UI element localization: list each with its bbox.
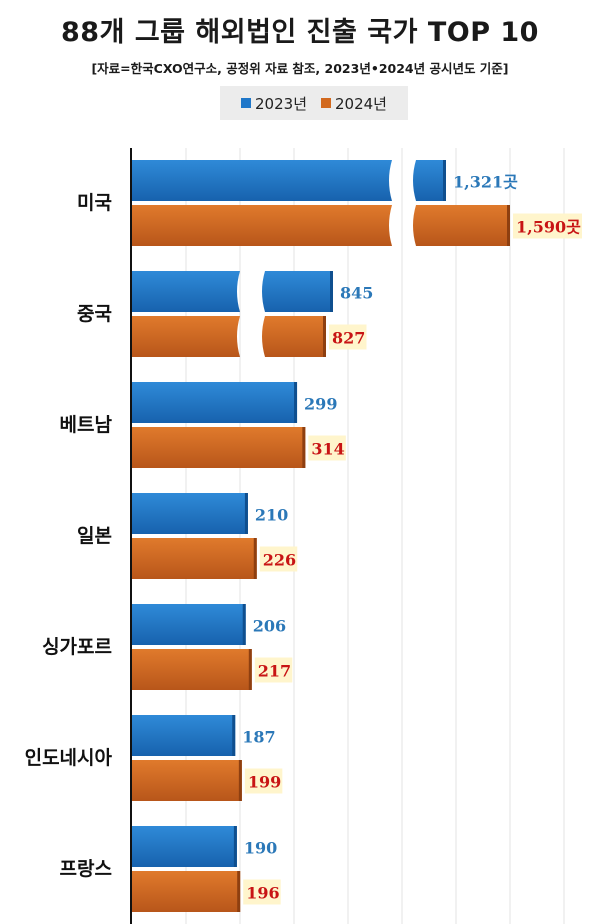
chart-legend: 2023년 2024년 [220,86,408,120]
data-label-2024: 1,590곳 [516,218,581,237]
bar-2023 [132,382,298,423]
data-label-bg-2024 [243,879,281,905]
data-label-2023: 206 [253,617,286,636]
data-label-2024: 196 [246,884,279,903]
legend-item-2023: 2023년 [241,93,307,114]
category-label: 인도네시아 [25,747,113,769]
bar-2024 [132,427,306,468]
bar-2024 [132,316,326,357]
data-label-bg-2024 [259,546,298,572]
legend-item-2024: 2024년 [321,93,387,114]
bar-2023 [132,604,246,645]
bar-2024 [132,760,242,801]
legend-label-2024: 2024년 [335,94,387,113]
data-label-2023: 1,321곳 [453,173,518,192]
data-label-2023: 845 [340,284,373,303]
data-label-bg-2024 [308,435,346,461]
category-label: 일본 [77,525,112,547]
bar-2023 [132,271,333,312]
data-label-2024: 226 [263,551,296,570]
bar-2023 [132,826,237,867]
legend-swatch-2023 [241,98,252,108]
chart-title: 88개 그룹 해외법인 진출 국가 TOP 10 [61,17,539,48]
data-label-2023: 210 [255,506,288,525]
chart-subtitle: [자료=한국CXO연구소, 공정위 자료 참조, 2023년•2024년 공시년… [91,61,509,76]
data-label-2023: 187 [242,728,275,747]
category-label: 프랑스 [60,858,112,880]
data-label-bg-2024 [329,324,367,350]
category-label: 미국 [77,192,112,214]
data-label-2024: 827 [332,329,365,348]
data-label-bg-2024 [254,657,293,683]
data-label-2023: 299 [304,395,337,414]
legend-label-2023: 2023년 [255,94,307,113]
data-label-2024: 199 [248,773,281,792]
category-label: 베트남 [60,414,113,436]
data-label-2023: 190 [244,839,277,858]
bar-2023 [132,493,248,534]
data-label-bg-2024 [244,768,283,794]
bar-2023 [132,160,446,201]
data-label-2024: 217 [258,662,291,681]
data-label-2024: 314 [311,440,344,459]
bar-2024 [132,205,510,246]
bar-2023 [132,715,236,756]
category-label: 싱가포르 [42,636,112,658]
bar-2024 [132,538,257,579]
bar-2024 [132,649,252,690]
bar-2024 [132,871,241,912]
category-label: 중국 [77,303,112,325]
data-label-bg-2024 [513,213,582,239]
legend-swatch-2024 [321,98,331,108]
